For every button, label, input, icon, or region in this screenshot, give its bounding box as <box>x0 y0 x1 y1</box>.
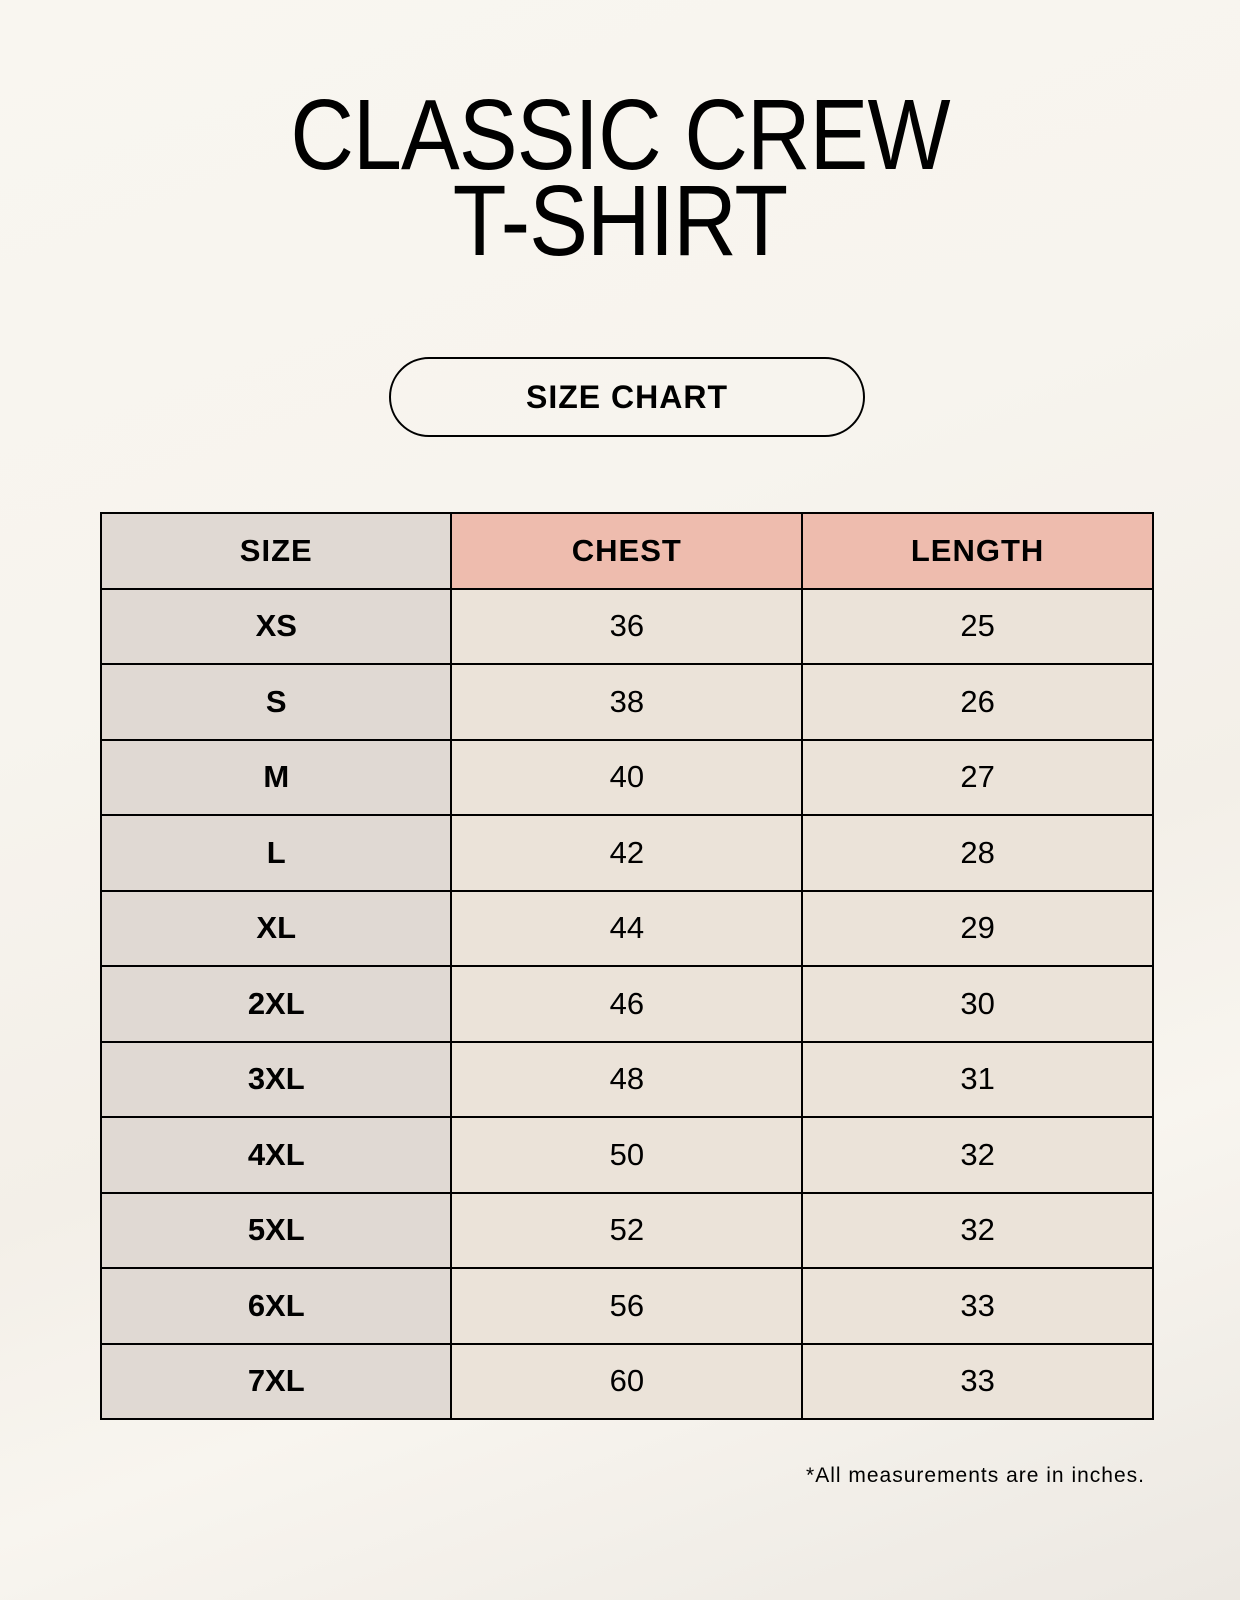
table-row: 6XL 56 33 <box>99 1267 1154 1345</box>
cell-length: 26 <box>801 663 1154 741</box>
cell-length: 28 <box>801 814 1154 892</box>
cell-length: 33 <box>801 1342 1154 1420</box>
cell-chest: 52 <box>450 1191 804 1269</box>
table-row: XL 44 29 <box>99 889 1154 967</box>
table-row: 4XL 50 32 <box>99 1116 1154 1194</box>
cell-chest: 40 <box>450 738 804 816</box>
cell-size: XL <box>99 889 453 967</box>
cell-chest: 46 <box>450 965 804 1043</box>
cell-length: 30 <box>801 965 1154 1043</box>
header-chest: CHEST <box>450 512 804 590</box>
cell-size: L <box>99 814 453 892</box>
table-row: 2XL 46 30 <box>99 965 1154 1043</box>
cell-length: 29 <box>801 889 1154 967</box>
table-row: 7XL 60 33 <box>99 1342 1154 1420</box>
table-row: XS 36 25 <box>99 587 1154 665</box>
size-chart-badge: SIZE CHART <box>389 357 865 437</box>
cell-chest: 60 <box>450 1342 804 1420</box>
cell-size: 7XL <box>99 1342 453 1420</box>
table-row: S 38 26 <box>99 663 1154 741</box>
cell-size: 6XL <box>99 1267 453 1345</box>
cell-length: 32 <box>801 1116 1154 1194</box>
cell-size: S <box>99 663 453 741</box>
header-length: LENGTH <box>801 512 1154 590</box>
cell-length: 33 <box>801 1267 1154 1345</box>
cell-size: M <box>99 738 453 816</box>
cell-size: 3XL <box>99 1040 453 1118</box>
cell-size: XS <box>99 587 453 665</box>
table-row: 3XL 48 31 <box>99 1040 1154 1118</box>
header-size: SIZE <box>99 512 453 590</box>
cell-size: 5XL <box>99 1191 453 1269</box>
cell-chest: 36 <box>450 587 804 665</box>
cell-length: 25 <box>801 587 1154 665</box>
cell-chest: 44 <box>450 889 804 967</box>
table-row: L 42 28 <box>99 814 1154 892</box>
cell-chest: 50 <box>450 1116 804 1194</box>
title-line-2: T-SHIRT <box>452 165 788 277</box>
cell-chest: 42 <box>450 814 804 892</box>
size-table: SIZE CHEST LENGTH XS 36 25 S 38 26 M 40 27 L 42 28 X… <box>99 512 1154 1420</box>
cell-length: 27 <box>801 738 1154 816</box>
table-row: 5XL 52 32 <box>99 1191 1154 1269</box>
cell-size: 2XL <box>99 965 453 1043</box>
cell-chest: 38 <box>450 663 804 741</box>
title-line-1: CLASSIC CREW <box>290 79 950 191</box>
page-title: CLASSIC CREW T-SHIRT <box>0 79 1240 277</box>
footnote: *All measurements are in inches. <box>806 1464 1145 1487</box>
cell-chest: 56 <box>450 1267 804 1345</box>
table-row: M 40 27 <box>99 738 1154 816</box>
cell-size: 4XL <box>99 1116 453 1194</box>
cell-chest: 48 <box>450 1040 804 1118</box>
cell-length: 32 <box>801 1191 1154 1269</box>
cell-length: 31 <box>801 1040 1154 1118</box>
table-header-row: SIZE CHEST LENGTH <box>99 512 1154 590</box>
